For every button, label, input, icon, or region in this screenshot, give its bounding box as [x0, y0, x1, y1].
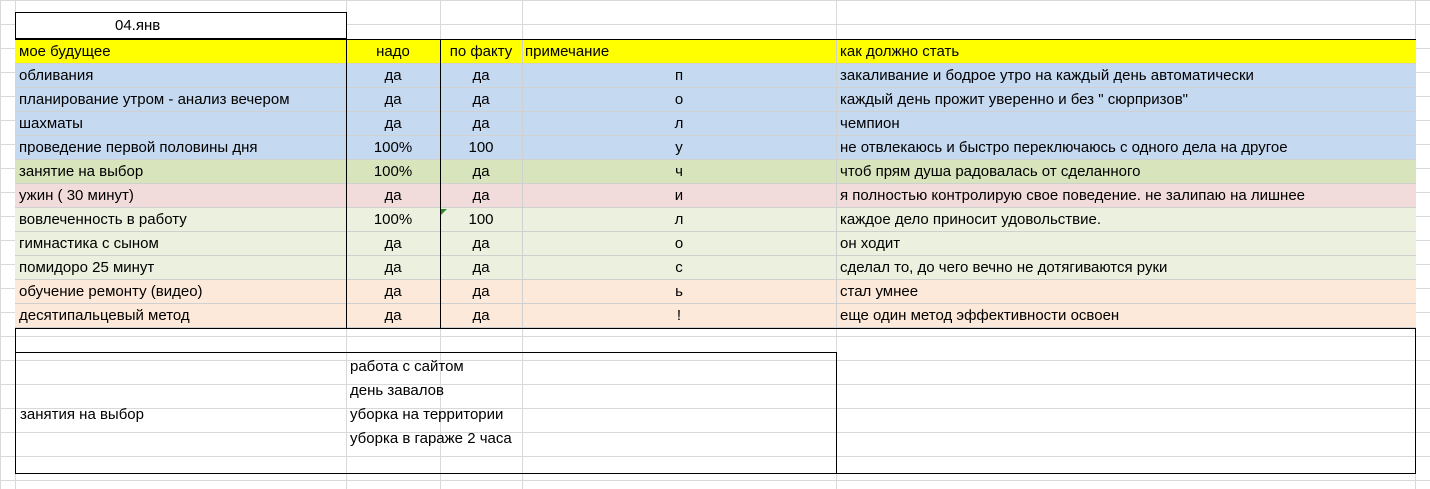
row-should[interactable]: каждый день прожит уверенно и без " сюрп… [840, 91, 1189, 108]
date-cell[interactable]: 04.янв [15, 12, 347, 39]
choices-box [15, 352, 837, 474]
row-fact[interactable]: да [472, 235, 490, 252]
row-need[interactable]: да [384, 307, 402, 324]
row-need[interactable]: да [384, 91, 402, 108]
row-name[interactable]: десятипальцевый метод [19, 307, 190, 324]
header-row: мое будущее надо по факту примечание как… [15, 40, 1416, 64]
row-note[interactable]: с [675, 259, 683, 276]
choice-item[interactable]: работа с сайтом [350, 358, 464, 375]
column-border [440, 40, 441, 328]
row-need[interactable]: да [384, 259, 402, 276]
column-border [836, 40, 837, 328]
row-name[interactable]: шахматы [19, 115, 83, 132]
row-name[interactable]: обучение ремонту (видео) [19, 283, 203, 300]
table-row: проведение первой половины дня 100% 100 у не… [15, 136, 1416, 160]
row-should[interactable]: еще один метод эффективности освоен [840, 307, 1120, 324]
choice-item[interactable]: уборка в гараже 2 часа [350, 430, 512, 447]
row-should[interactable]: каждое дело приносит удовольствие. [840, 211, 1101, 228]
choice-item[interactable]: уборка на территории [350, 406, 504, 423]
row-name[interactable]: гимнастика с сыном [19, 235, 159, 252]
row-fact[interactable]: 100 [468, 211, 494, 228]
table-row: занятие на выбор 100% да ч чтоб прям душа ра… [15, 160, 1416, 184]
row-note[interactable]: ч [675, 163, 683, 180]
cell-comment-indicator-icon[interactable] [441, 209, 447, 215]
row-need[interactable]: 100% [373, 139, 413, 156]
row-name[interactable]: обливания [19, 67, 94, 84]
row-should[interactable]: закаливание и бодрое утро на каждый день… [840, 67, 1254, 84]
row-need[interactable]: да [384, 235, 402, 252]
row-need[interactable]: да [384, 67, 402, 84]
table-row: обучение ремонту (видео) да да ь стал умнее [15, 280, 1416, 304]
table-row: ужин ( 30 минут) да да и я полностью контрол… [15, 184, 1416, 208]
row-note[interactable]: о [674, 91, 684, 108]
table-row: помидоро 25 минут да да с сделал то, до чего… [15, 256, 1416, 280]
row-note[interactable]: л [674, 115, 684, 132]
row-fact[interactable]: да [472, 91, 490, 108]
row-fact[interactable]: да [472, 67, 490, 84]
row-note[interactable]: у [675, 139, 683, 156]
header-need[interactable]: надо [376, 43, 410, 60]
row-name[interactable]: вовлеченность в работу [19, 211, 187, 228]
row-name[interactable]: планирование утром - анализ вечером [19, 91, 290, 108]
column-border [522, 40, 523, 328]
row-should[interactable]: не отвлекаюсь и быстро переключаюсь с од… [840, 139, 1288, 156]
row-note[interactable]: ! [676, 307, 682, 324]
row-note[interactable]: и [674, 187, 684, 204]
row-name[interactable]: занятие на выбор [19, 163, 144, 180]
table-row: обливания да да п закаливание и бодрое утро … [15, 64, 1416, 88]
row-note[interactable]: о [674, 235, 684, 252]
header-future[interactable]: мое будущее [19, 43, 111, 60]
row-name[interactable]: ужин ( 30 минут) [19, 187, 134, 204]
choices-frame [15, 328, 1416, 474]
header-fact[interactable]: по факту [449, 43, 513, 60]
row-fact[interactable]: да [472, 187, 490, 204]
row-fact[interactable]: да [472, 307, 490, 324]
row-fact[interactable]: 100 [468, 139, 494, 156]
table-row: шахматы да да л чемпион [15, 112, 1416, 136]
row-should[interactable]: я полностью контролирую свое поведение. … [840, 187, 1306, 204]
row-need[interactable]: 100% [373, 211, 413, 228]
row-note[interactable]: л [674, 211, 684, 228]
row-note[interactable]: п [674, 67, 684, 84]
row-need[interactable]: да [384, 187, 402, 204]
row-should[interactable]: чемпион [840, 115, 900, 132]
row-need[interactable]: да [384, 115, 402, 132]
row-should[interactable]: он ходит [840, 235, 901, 252]
row-fact[interactable]: да [472, 259, 490, 276]
row-name[interactable]: проведение первой половины дня [19, 139, 258, 156]
row-name[interactable]: помидоро 25 минут [19, 259, 155, 276]
column-border [346, 40, 347, 328]
row-note[interactable]: ь [675, 283, 683, 300]
row-should[interactable]: чтоб прям душа радовалась от сделанного [840, 163, 1141, 180]
table-row: планирование утром - анализ вечером да да о… [15, 88, 1416, 112]
header-note[interactable]: примечание [525, 43, 610, 60]
row-fact[interactable]: да [472, 283, 490, 300]
table-row: десятипальцевый метод да да! еще один метод… [15, 304, 1416, 328]
row-should[interactable]: стал умнее [840, 283, 919, 300]
row-fact[interactable]: да [472, 115, 490, 132]
choices-label[interactable]: занятия на выбор [20, 406, 144, 423]
row-need[interactable]: да [384, 283, 402, 300]
choice-item[interactable]: день завалов [350, 382, 444, 399]
header-should[interactable]: как должно стать [840, 43, 960, 60]
date-text: 04.янв [115, 17, 161, 34]
row-need[interactable]: 100% [373, 163, 413, 180]
table-row: гимнастика с сыном да да о он ходит [15, 232, 1416, 256]
row-should[interactable]: сделал то, до чего вечно не дотягиваются… [840, 259, 1168, 276]
row-fact[interactable]: да [472, 163, 490, 180]
table-row: вовлеченность в работу 100% 100 л каждое дел… [15, 208, 1416, 232]
